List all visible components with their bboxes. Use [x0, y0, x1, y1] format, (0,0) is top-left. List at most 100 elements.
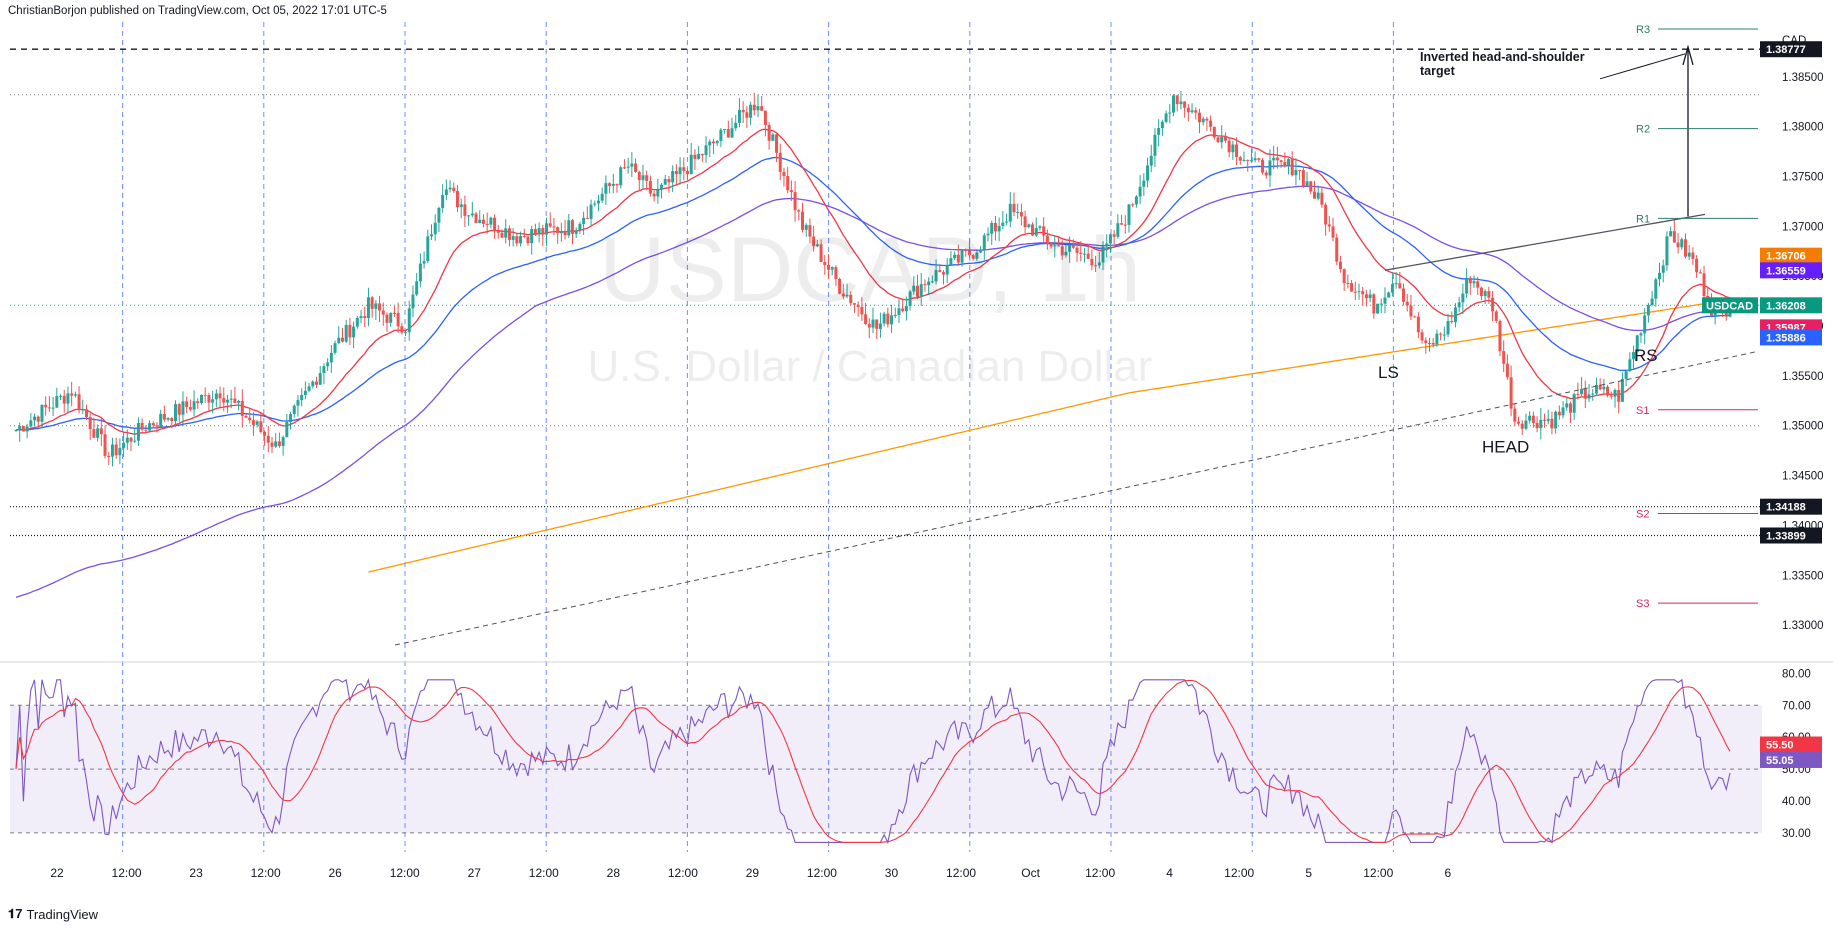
- candle-body[interactable]: [18, 426, 22, 430]
- candle-body[interactable]: [444, 189, 448, 196]
- candle-body[interactable]: [448, 187, 452, 190]
- candle-body[interactable]: [723, 129, 727, 131]
- candle-body[interactable]: [500, 232, 504, 238]
- candle-body[interactable]: [352, 326, 356, 338]
- candle-body[interactable]: [1424, 340, 1428, 343]
- candle-body[interactable]: [533, 229, 537, 234]
- candle-body[interactable]: [927, 281, 931, 286]
- candle-body[interactable]: [415, 281, 419, 295]
- candle-body[interactable]: [793, 192, 797, 211]
- candle-body[interactable]: [763, 110, 767, 126]
- candle-body[interactable]: [1064, 251, 1068, 256]
- candle-body[interactable]: [188, 407, 192, 410]
- candle-body[interactable]: [693, 154, 697, 159]
- candle-body[interactable]: [292, 405, 296, 414]
- candle-body[interactable]: [366, 297, 370, 318]
- candle-body[interactable]: [574, 230, 578, 234]
- candle-body[interactable]: [875, 319, 879, 329]
- candle-body[interactable]: [481, 219, 485, 224]
- candle-body[interactable]: [1416, 316, 1420, 333]
- candle-body[interactable]: [1646, 305, 1650, 316]
- candle-body[interactable]: [897, 308, 901, 315]
- candle-body[interactable]: [708, 141, 712, 146]
- candle-body[interactable]: [1528, 415, 1532, 421]
- candle-body[interactable]: [830, 267, 834, 270]
- candle-body[interactable]: [1249, 160, 1253, 162]
- candle-body[interactable]: [1201, 118, 1205, 123]
- candle-body[interactable]: [1305, 181, 1309, 186]
- candle-body[interactable]: [1290, 159, 1294, 176]
- candles[interactable]: [14, 91, 1732, 467]
- candle-body[interactable]: [1131, 204, 1135, 206]
- candle-body[interactable]: [1082, 253, 1086, 255]
- candle-body[interactable]: [715, 140, 719, 144]
- candle-body[interactable]: [563, 230, 567, 236]
- candle-body[interactable]: [329, 352, 333, 363]
- candle-body[interactable]: [1654, 279, 1658, 299]
- candle-body[interactable]: [1457, 302, 1461, 308]
- candle-body[interactable]: [741, 109, 745, 113]
- candle-body[interactable]: [582, 217, 586, 225]
- candle-body[interactable]: [1517, 421, 1521, 424]
- price-axis[interactable]: CAD1.385001.380001.375001.370001.365001.…: [1702, 35, 1824, 632]
- candle-body[interactable]: [114, 444, 118, 456]
- candle-body[interactable]: [845, 294, 849, 297]
- candle-body[interactable]: [455, 191, 459, 208]
- candle-body[interactable]: [1568, 403, 1572, 413]
- candle-body[interactable]: [1301, 170, 1305, 186]
- candle-body[interactable]: [904, 305, 908, 312]
- candle-body[interactable]: [1261, 159, 1265, 173]
- candle-body[interactable]: [1186, 107, 1190, 113]
- candle-body[interactable]: [1632, 352, 1636, 360]
- candle-body[interactable]: [1476, 281, 1480, 288]
- candle-body[interactable]: [1038, 226, 1042, 229]
- candle-body[interactable]: [752, 104, 756, 111]
- candle-body[interactable]: [1624, 371, 1628, 379]
- candle-body[interactable]: [1505, 363, 1509, 378]
- candle-body[interactable]: [667, 179, 671, 183]
- candle-body[interactable]: [719, 129, 723, 141]
- candle-body[interactable]: [122, 442, 126, 449]
- candle-body[interactable]: [1453, 307, 1457, 323]
- candle-body[interactable]: [140, 423, 144, 430]
- rsi-ma-line[interactable]: [15, 679, 1731, 843]
- candle-body[interactable]: [1550, 418, 1554, 429]
- candle-body[interactable]: [218, 393, 222, 399]
- candle-body[interactable]: [941, 272, 945, 275]
- candle-body[interactable]: [1212, 126, 1216, 138]
- candle-body[interactable]: [385, 314, 389, 323]
- candle-body[interactable]: [1364, 294, 1368, 299]
- candle-body[interactable]: [40, 404, 44, 422]
- candle-body[interactable]: [333, 343, 337, 353]
- candle-body[interactable]: [1216, 137, 1220, 143]
- candle-body[interactable]: [266, 435, 270, 443]
- candle-body[interactable]: [1535, 422, 1539, 429]
- ema-20-line[interactable]: [15, 128, 1731, 435]
- candle-body[interactable]: [645, 175, 649, 181]
- candle-body[interactable]: [437, 207, 441, 223]
- candle-body[interactable]: [33, 416, 37, 421]
- candle-body[interactable]: [1342, 269, 1346, 283]
- candle-body[interactable]: [25, 426, 29, 432]
- candle-body[interactable]: [51, 407, 55, 409]
- candle-body[interactable]: [36, 416, 40, 422]
- candle-body[interactable]: [1502, 351, 1506, 364]
- candle-body[interactable]: [1650, 298, 1654, 306]
- candle-body[interactable]: [418, 263, 422, 282]
- candle-body[interactable]: [251, 420, 255, 425]
- ema-200-line[interactable]: [368, 299, 1731, 573]
- candle-body[interactable]: [1554, 411, 1558, 429]
- candle-body[interactable]: [1127, 204, 1131, 225]
- candle-body[interactable]: [77, 394, 81, 410]
- candle-body[interactable]: [426, 236, 430, 262]
- candle-body[interactable]: [148, 423, 152, 431]
- tradingview-footer[interactable]: 𝟏7 TradingView: [8, 906, 98, 922]
- candle-body[interactable]: [1238, 157, 1242, 161]
- candle-body[interactable]: [248, 417, 252, 421]
- candle-body[interactable]: [686, 170, 690, 175]
- candle-body[interactable]: [1086, 253, 1090, 259]
- candle-body[interactable]: [1468, 277, 1472, 284]
- candle-body[interactable]: [496, 231, 500, 233]
- candle-body[interactable]: [289, 413, 293, 422]
- candle-body[interactable]: [1698, 272, 1702, 274]
